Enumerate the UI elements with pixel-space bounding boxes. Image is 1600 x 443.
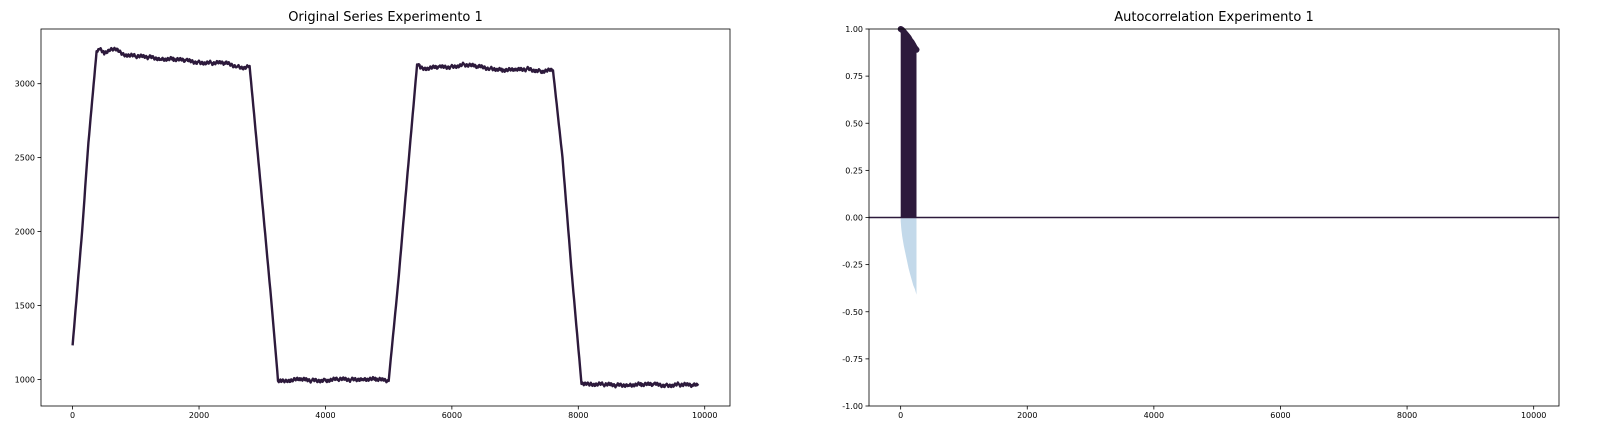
x-tick-label: 10000 xyxy=(692,411,717,420)
original-series-axes-frame xyxy=(40,28,731,407)
y-tick-label: 0.25 xyxy=(845,166,863,175)
autocorrelation-plot xyxy=(869,26,1559,295)
x-tick-label: 2000 xyxy=(189,411,209,420)
autocorrelation-axes-frame xyxy=(868,28,1560,407)
acf-markers xyxy=(897,26,920,53)
y-tick-label: 0.50 xyxy=(845,119,863,128)
y-tick-label: 0.75 xyxy=(845,72,863,81)
x-tick-label: 10000 xyxy=(1521,411,1546,420)
original-series-title: Original Series Experimento 1 xyxy=(288,10,483,25)
y-tick-label: -1.00 xyxy=(842,402,863,411)
series-line xyxy=(71,46,700,389)
y-tick-label: 1.00 xyxy=(845,25,863,34)
y-tick-label: 1000 xyxy=(15,375,35,384)
x-tick-label: 6000 xyxy=(442,411,462,420)
y-tick-label: 1500 xyxy=(15,301,35,310)
original-series-x-ticks: 0 2000 4000 6000 8000 10000 xyxy=(70,406,717,420)
y-tick-label: -0.75 xyxy=(842,355,863,364)
autocorrelation-x-ticks: 0 2000 4000 6000 8000 10000 xyxy=(898,406,1546,420)
y-tick-label: -0.25 xyxy=(842,261,863,270)
autocorrelation-title: Autocorrelation Experimento 1 xyxy=(1114,10,1314,25)
x-tick-label: 2000 xyxy=(1017,411,1037,420)
confidence-band xyxy=(900,217,917,295)
x-tick-label: 0 xyxy=(898,411,903,420)
x-tick-label: 6000 xyxy=(1270,411,1290,420)
y-tick-label: 2500 xyxy=(15,154,35,163)
y-tick-label: 0.00 xyxy=(845,214,863,223)
x-tick-label: 4000 xyxy=(1144,411,1164,420)
autocorrelation-y-ticks: -1.00 -0.75 -0.50 -0.25 0.00 0.25 0.50 0.75 1.00 xyxy=(842,25,869,411)
y-tick-label: 2000 xyxy=(15,228,35,237)
autocorrelation-panel: Autocorrelation Experimento 1 0 2000 4000 6… xyxy=(842,10,1560,420)
y-tick-label: 3000 xyxy=(15,80,35,89)
x-tick-label: 0 xyxy=(70,411,75,420)
acf-stems xyxy=(900,29,917,218)
x-tick-label: 8000 xyxy=(1397,411,1417,420)
original-series-y-ticks: 1000 1500 2000 2500 3000 xyxy=(15,80,41,384)
x-tick-label: 8000 xyxy=(568,411,588,420)
original-series-panel: Original Series Experimento 1 0 2000 4000 6… xyxy=(15,10,731,420)
x-tick-label: 4000 xyxy=(315,411,335,420)
original-series-plot xyxy=(71,46,700,389)
y-tick-label: -0.50 xyxy=(842,308,863,317)
